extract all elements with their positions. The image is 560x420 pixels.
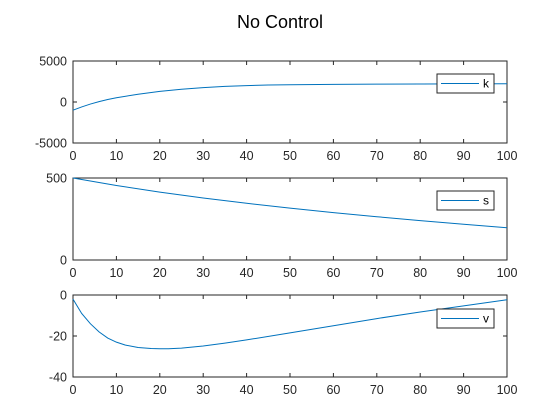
axes-box xyxy=(72,294,508,378)
x-tick-label: 50 xyxy=(283,266,297,280)
x-tick-label: 60 xyxy=(326,149,340,163)
series-line-v xyxy=(72,298,508,350)
x-tick-label: 70 xyxy=(370,383,384,397)
x-tick-label: 50 xyxy=(283,149,297,163)
x-tick-label: 100 xyxy=(497,266,518,280)
x-tick-label: 20 xyxy=(153,383,167,397)
x-tick-label: 80 xyxy=(413,383,427,397)
x-tick-label: 0 xyxy=(70,266,77,280)
x-tick-label: 60 xyxy=(326,383,340,397)
subplot-3: 0 10 20 30 40 50 60 70 80 90 100 -40 -20 0 v xyxy=(49,289,518,398)
x-tick-label: 90 xyxy=(457,266,471,280)
x-tick-label: 30 xyxy=(196,266,210,280)
y-tick-label: 0 xyxy=(60,289,67,303)
series-line-s xyxy=(72,177,508,229)
x-tick-label: 70 xyxy=(370,266,384,280)
x-tick-label: 60 xyxy=(326,266,340,280)
y-tick-label: 5000 xyxy=(39,55,67,69)
x-tick-label: 90 xyxy=(457,149,471,163)
x-tick-label: 40 xyxy=(240,383,254,397)
y-tick-label: 0 xyxy=(60,254,67,268)
axes-box xyxy=(72,60,508,144)
y-tick-label: -5000 xyxy=(35,137,67,151)
legend-label: k xyxy=(483,77,490,91)
x-tick-label: 50 xyxy=(283,383,297,397)
legend: v xyxy=(436,308,495,329)
x-tick-label: 0 xyxy=(70,149,77,163)
subplot-2: 0 10 20 30 40 50 60 70 80 90 100 0 500 s xyxy=(46,172,517,281)
y-tick-label: 500 xyxy=(46,172,67,186)
x-tick-label: 70 xyxy=(370,149,384,163)
x-tick-label: 10 xyxy=(109,149,123,163)
figure-title: No Control xyxy=(237,12,323,32)
x-tick-label: 20 xyxy=(153,266,167,280)
series-line-k xyxy=(72,83,508,111)
x-tick-label: 20 xyxy=(153,149,167,163)
x-tick-label: 100 xyxy=(497,149,518,163)
y-tick-label: -40 xyxy=(49,371,67,385)
x-tick-label: 40 xyxy=(240,149,254,163)
legend-label: s xyxy=(483,194,489,208)
x-tick-label: 30 xyxy=(196,383,210,397)
x-tick-label: 100 xyxy=(497,383,518,397)
legend-label: v xyxy=(483,312,489,326)
x-tick-label: 0 xyxy=(70,383,77,397)
x-tick-label: 90 xyxy=(457,383,471,397)
x-tick-label: 40 xyxy=(240,266,254,280)
x-tick-label: 10 xyxy=(109,383,123,397)
x-tick-label: 80 xyxy=(413,266,427,280)
axes-box xyxy=(72,177,508,261)
legend: k xyxy=(436,73,495,94)
x-tick-label: 10 xyxy=(109,266,123,280)
y-tick-label: -20 xyxy=(49,330,67,344)
y-tick-label: 0 xyxy=(60,96,67,110)
x-tick-label: 30 xyxy=(196,149,210,163)
x-tick-label: 80 xyxy=(413,149,427,163)
legend: s xyxy=(436,190,495,211)
